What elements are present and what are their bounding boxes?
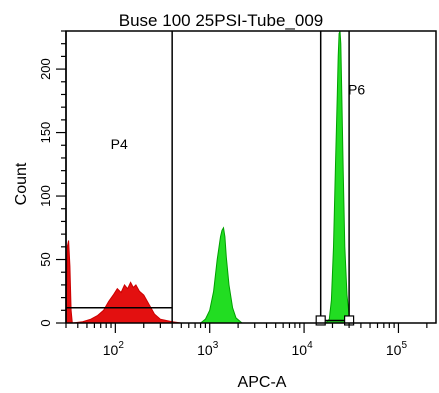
x-tick-label: 103 [197,340,219,358]
x-tick-label: 105 [386,340,408,358]
y-axis-label: Count [13,162,30,205]
histogram-peak-2 [188,226,244,324]
y-tick-label: 0 [38,319,53,326]
x-tick-label: 104 [292,340,314,358]
y-tick-label: 50 [38,252,53,266]
y-tick-label: 100 [38,185,53,207]
x-axis-label: APC-A [238,374,287,391]
y-tick-label: 150 [38,122,53,144]
gate-label: P4 [111,136,128,152]
gate-p4[interactable]: P4 [65,31,173,323]
plot-frame [65,30,437,324]
x-axis: 102 103 104 105 [65,323,428,358]
gate-p6[interactable]: P6 [315,31,365,326]
y-axis: 0 50 100 150 200 [38,30,66,327]
histogram-peak-1 [65,240,182,324]
gate-label: P6 [348,81,365,97]
x-tick-label: 102 [103,340,125,358]
histogram-peak-3 [320,30,354,324]
y-tick-label: 200 [38,58,53,80]
gate-handle[interactable] [315,315,326,326]
chart-title: Buse 100 25PSI-Tube_009 [119,11,323,30]
